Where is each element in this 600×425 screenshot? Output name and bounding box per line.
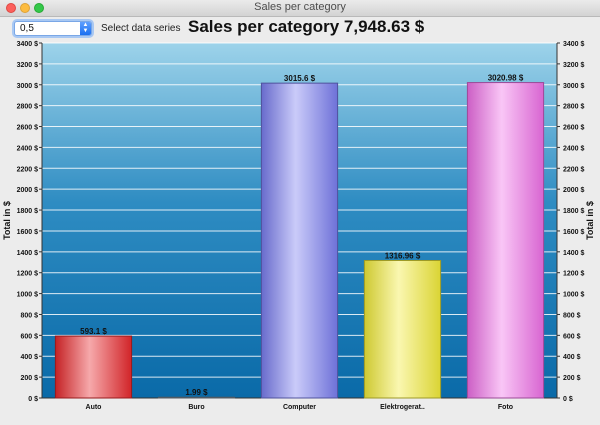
y-tick-label-left: 1800 $ bbox=[17, 208, 39, 215]
y-tick-label-left: 400 $ bbox=[20, 354, 38, 361]
x-tick-label: Buro bbox=[188, 404, 204, 411]
y-tick-label-right: 1400 $ bbox=[563, 250, 585, 257]
y-tick-label-right: 3400 $ bbox=[563, 41, 585, 48]
x-tick-label: Computer bbox=[283, 404, 316, 411]
y-axis-label-right: Total in $ bbox=[585, 201, 595, 240]
title-bar: Sales per category bbox=[0, 0, 600, 17]
y-tick-label-right: 800 $ bbox=[563, 312, 581, 319]
y-tick-label-left: 3400 $ bbox=[17, 41, 39, 48]
y-tick-label-right: 3200 $ bbox=[563, 62, 585, 69]
bar-3[interactable] bbox=[363, 259, 442, 399]
y-tick-label-right: 2800 $ bbox=[563, 104, 585, 111]
y-tick-label-left: 2400 $ bbox=[17, 145, 39, 152]
close-window-button[interactable] bbox=[6, 3, 16, 13]
x-tick-label: Elektrogerat.. bbox=[380, 404, 425, 411]
data-series-select-value: 0,5 bbox=[20, 23, 34, 34]
zoom-window-button[interactable] bbox=[34, 3, 44, 13]
y-axis-label-left: Total in $ bbox=[2, 201, 12, 240]
y-tick-label-right: 1200 $ bbox=[563, 271, 585, 278]
y-tick-label-left: 2200 $ bbox=[17, 166, 39, 173]
y-tick-label-right: 600 $ bbox=[563, 333, 581, 340]
y-tick-label-left: 1200 $ bbox=[17, 271, 39, 278]
y-tick-label-left: 1400 $ bbox=[17, 250, 39, 257]
y-tick-label-left: 2800 $ bbox=[17, 104, 39, 111]
y-tick-label-right: 2600 $ bbox=[563, 125, 585, 132]
chart-title: Sales per category 7,948.63 $ bbox=[188, 17, 425, 36]
data-label: 3020.98 $ bbox=[488, 74, 524, 83]
data-label: 1.99 $ bbox=[185, 388, 208, 397]
data-label: 593.1 $ bbox=[80, 327, 107, 336]
y-tick-label-right: 2200 $ bbox=[563, 166, 585, 173]
y-tick-label-right: 0 $ bbox=[563, 396, 573, 403]
data-series-select[interactable]: 0,5 ▲ ▼ bbox=[14, 21, 92, 36]
y-tick-label-right: 2000 $ bbox=[563, 187, 585, 194]
y-tick-label-right: 200 $ bbox=[563, 375, 581, 382]
y-tick-label-left: 3200 $ bbox=[17, 62, 39, 69]
y-tick-label-left: 0 $ bbox=[28, 396, 38, 403]
x-tick-label: Auto bbox=[86, 404, 102, 411]
y-tick-label-right: 400 $ bbox=[563, 354, 581, 361]
y-tick-label-left: 200 $ bbox=[20, 375, 38, 382]
chevron-updown-icon[interactable]: ▲ ▼ bbox=[80, 22, 91, 35]
y-tick-label-left: 800 $ bbox=[20, 312, 38, 319]
y-tick-label-right: 2400 $ bbox=[563, 145, 585, 152]
y-tick-label-left: 2000 $ bbox=[17, 187, 39, 194]
data-label: 1316.96 $ bbox=[385, 251, 421, 260]
x-tick-label: Foto bbox=[498, 404, 513, 411]
y-tick-label-right: 3000 $ bbox=[563, 83, 585, 90]
y-tick-label-right: 1000 $ bbox=[563, 292, 585, 299]
bar-0[interactable] bbox=[54, 335, 133, 399]
y-tick-label-left: 1600 $ bbox=[17, 229, 39, 236]
bar-1[interactable] bbox=[157, 396, 236, 399]
y-tick-label-left: 3000 $ bbox=[17, 83, 39, 90]
data-label: 3015.6 $ bbox=[284, 74, 316, 83]
y-tick-label-left: 1000 $ bbox=[17, 292, 39, 299]
y-tick-label-left: 2600 $ bbox=[17, 125, 39, 132]
bar-2[interactable] bbox=[260, 82, 339, 399]
window-title: Sales per category bbox=[254, 1, 346, 13]
minimize-window-button[interactable] bbox=[20, 3, 30, 13]
y-tick-label-right: 1800 $ bbox=[563, 208, 585, 215]
bar-4[interactable] bbox=[466, 82, 545, 399]
y-tick-label-left: 600 $ bbox=[20, 333, 38, 340]
y-tick-label-right: 1600 $ bbox=[563, 229, 585, 236]
select-data-series-label: Select data series bbox=[101, 23, 181, 34]
